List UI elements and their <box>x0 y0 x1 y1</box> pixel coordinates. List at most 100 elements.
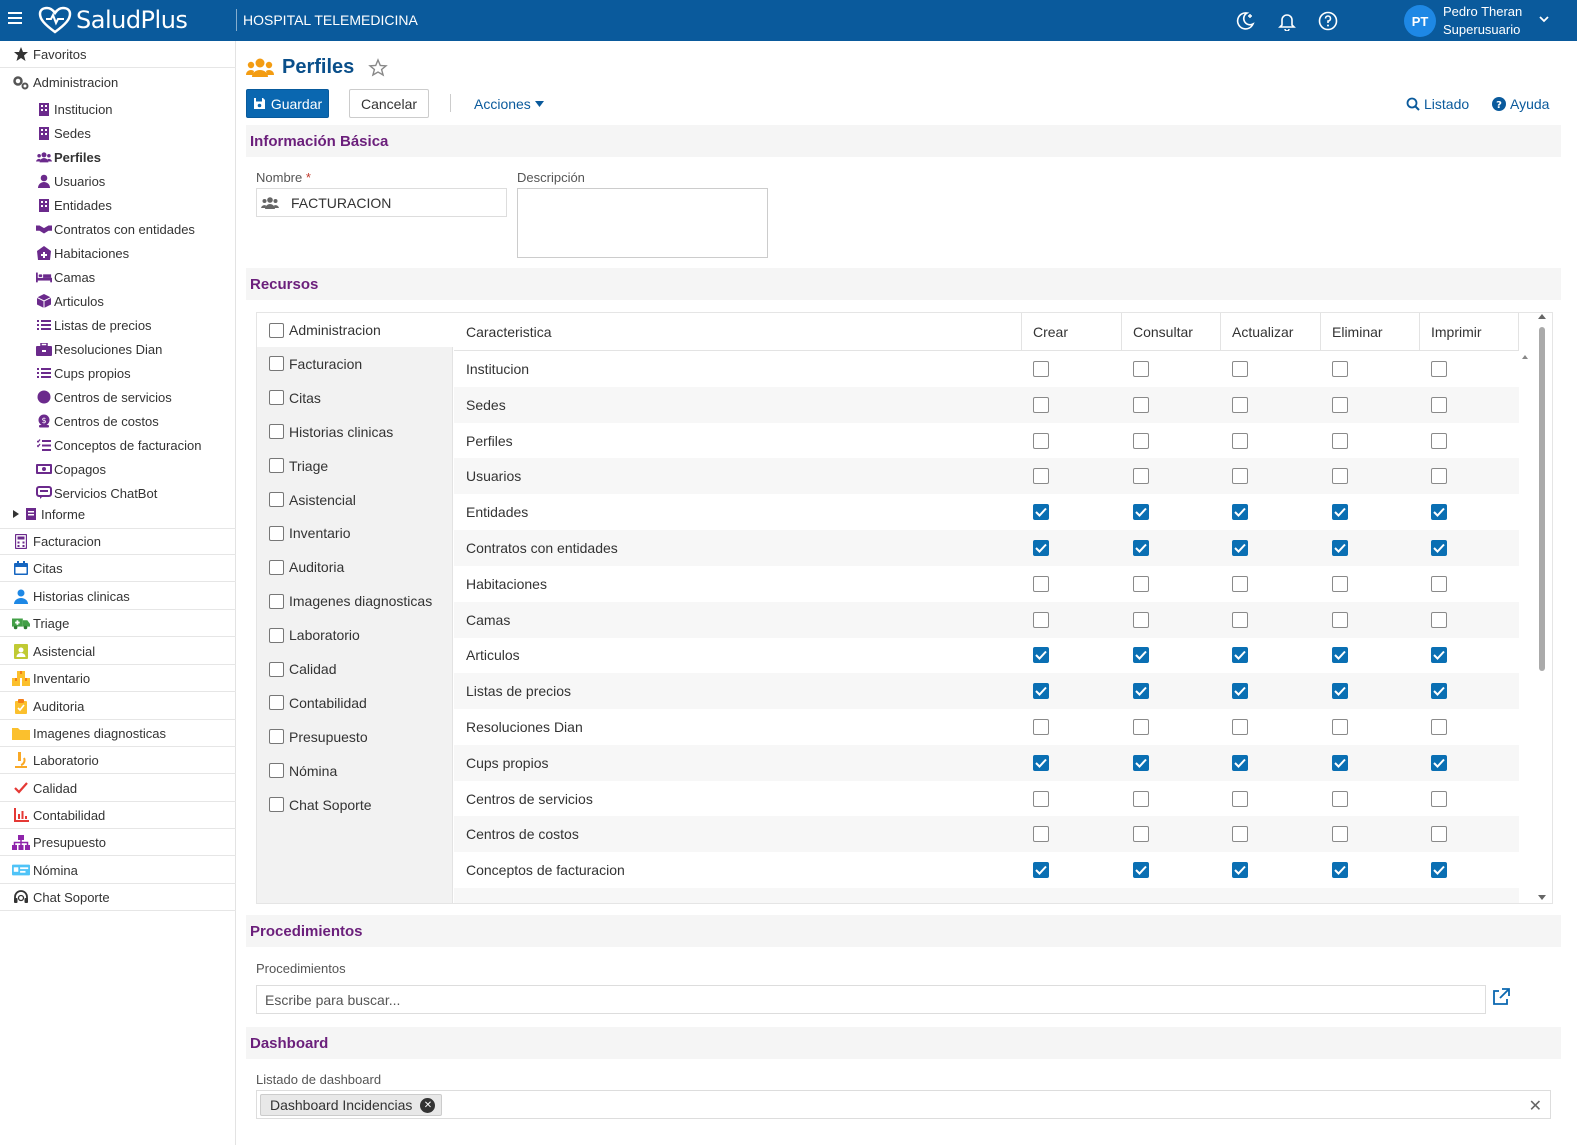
resources-scrollbar[interactable] <box>1536 311 1548 905</box>
sidebar-item-calidad[interactable]: Calidad <box>0 775 236 802</box>
module-checkbox-item[interactable]: Laboratorio <box>257 618 453 652</box>
module-checkbox-item[interactable]: Citas <box>257 381 453 415</box>
app-logo[interactable]: SaludPlus <box>38 5 188 35</box>
permission-checkbox[interactable] <box>1133 396 1149 413</box>
permission-checkbox[interactable] <box>1033 790 1049 807</box>
module-checkbox[interactable] <box>269 729 284 745</box>
permission-checkbox[interactable] <box>1232 826 1248 843</box>
permission-checkbox[interactable] <box>1033 468 1049 485</box>
permission-checkbox[interactable] <box>1332 826 1348 843</box>
permission-checkbox[interactable] <box>1133 862 1149 879</box>
sidebar-item-centros-de-costos[interactable]: $ Centros de costos <box>0 409 236 433</box>
name-field[interactable]: FACTURACION <box>256 188 507 217</box>
permission-checkbox[interactable] <box>1133 790 1149 807</box>
description-field[interactable] <box>517 188 768 258</box>
module-checkbox-item[interactable]: Triage <box>257 449 453 483</box>
permission-checkbox[interactable] <box>1133 719 1149 735</box>
permission-checkbox[interactable] <box>1431 504 1447 521</box>
sidebar-item-contratos-con-entidades[interactable]: Contratos con entidades <box>0 217 236 241</box>
sidebar-item-nómina[interactable]: Nómina <box>0 857 236 884</box>
sidebar-item-citas[interactable]: Citas <box>0 555 236 582</box>
sidebar-item-listas-de-precios[interactable]: Listas de precios <box>0 313 236 337</box>
remove-tag-icon[interactable]: ✕ <box>420 1097 436 1113</box>
sidebar-item-articulos[interactable]: Articulos <box>0 289 236 313</box>
sidebar-item-historias-clinicas[interactable]: Historias clinicas <box>0 583 236 610</box>
permission-checkbox[interactable] <box>1431 432 1447 449</box>
cancel-button[interactable]: Cancelar <box>349 89 429 118</box>
module-checkbox[interactable] <box>269 763 284 779</box>
module-checkbox-item[interactable]: Chat Soporte <box>257 788 453 822</box>
permission-checkbox[interactable] <box>1232 396 1248 413</box>
permission-checkbox[interactable] <box>1431 396 1447 413</box>
permission-checkbox[interactable] <box>1232 611 1248 628</box>
permission-checkbox[interactable] <box>1332 719 1348 735</box>
table-scrollbar[interactable] <box>1519 351 1531 903</box>
permission-checkbox[interactable] <box>1431 862 1447 879</box>
permission-checkbox[interactable] <box>1431 683 1447 700</box>
permission-checkbox[interactable] <box>1332 683 1348 700</box>
module-checkbox[interactable] <box>269 593 284 609</box>
module-checkbox[interactable] <box>269 458 284 474</box>
avatar[interactable]: PT <box>1404 5 1436 37</box>
permission-checkbox[interactable] <box>1232 862 1248 879</box>
module-checkbox-item[interactable]: Historias clinicas <box>257 415 453 449</box>
permission-checkbox[interactable] <box>1133 611 1149 628</box>
module-checkbox[interactable] <box>269 492 284 507</box>
external-link-icon[interactable] <box>1491 987 1511 1010</box>
permission-checkbox[interactable] <box>1033 754 1049 771</box>
module-checkbox-item[interactable]: Auditoria <box>257 550 453 584</box>
permission-checkbox[interactable] <box>1431 540 1447 556</box>
permission-checkbox[interactable] <box>1431 719 1447 735</box>
clear-icon[interactable]: ✕ <box>1528 1098 1542 1115</box>
module-checkbox-item[interactable]: Asistencial <box>257 483 453 517</box>
permission-checkbox[interactable] <box>1033 611 1049 628</box>
sidebar-item-copagos[interactable]: Copagos <box>0 457 236 481</box>
permission-checkbox[interactable] <box>1332 468 1348 485</box>
permission-checkbox[interactable] <box>1133 504 1149 521</box>
permission-checkbox[interactable] <box>1133 575 1149 592</box>
permission-checkbox[interactable] <box>1033 862 1049 879</box>
permission-checkbox[interactable] <box>1033 361 1049 377</box>
permission-checkbox[interactable] <box>1232 361 1248 377</box>
permission-checkbox[interactable] <box>1332 862 1348 879</box>
actions-dropdown[interactable]: Acciones <box>474 96 544 112</box>
permission-checkbox[interactable] <box>1232 647 1248 664</box>
user-info[interactable]: Pedro Theran Superusuario <box>1443 3 1522 39</box>
permission-checkbox[interactable] <box>1431 754 1447 771</box>
permission-checkbox[interactable] <box>1033 432 1049 449</box>
module-checkbox-item[interactable]: Contabilidad <box>257 686 453 720</box>
permission-checkbox[interactable] <box>1133 361 1149 377</box>
permission-checkbox[interactable] <box>1431 468 1447 485</box>
module-checkbox[interactable] <box>269 627 284 643</box>
permission-checkbox[interactable] <box>1431 826 1447 843</box>
module-checkbox-item[interactable]: Nómina <box>257 754 453 788</box>
sidebar-item-contabilidad[interactable]: Contabilidad <box>0 802 236 829</box>
sidebar-item-cups-propios[interactable]: Cups propios <box>0 361 236 385</box>
sidebar-item-centros-de-servicios[interactable]: Centros de servicios <box>0 385 236 409</box>
permission-checkbox[interactable] <box>1232 754 1248 771</box>
permission-checkbox[interactable] <box>1431 790 1447 807</box>
sidebar-item-facturacion[interactable]: Facturacion <box>0 528 236 555</box>
hamburger-menu-icon[interactable] <box>8 12 22 26</box>
module-checkbox-item[interactable]: Facturacion <box>257 347 453 381</box>
module-checkbox[interactable] <box>269 661 284 677</box>
procedures-search-input[interactable]: Escribe para buscar... <box>256 985 1486 1014</box>
sidebar-item-auditoria[interactable]: Auditoria <box>0 693 236 720</box>
permission-checkbox[interactable] <box>1133 754 1149 771</box>
permission-checkbox[interactable] <box>1232 468 1248 485</box>
permission-checkbox[interactable] <box>1332 432 1348 449</box>
permission-checkbox[interactable] <box>1033 504 1049 521</box>
module-checkbox[interactable] <box>269 390 284 406</box>
permission-checkbox[interactable] <box>1332 396 1348 413</box>
permission-checkbox[interactable] <box>1133 540 1149 556</box>
permission-checkbox[interactable] <box>1133 683 1149 700</box>
permission-checkbox[interactable] <box>1232 504 1248 521</box>
sidebar-item-favoritos[interactable]: Favoritos <box>0 41 236 68</box>
sidebar-item-entidades[interactable]: Entidades <box>0 193 236 217</box>
permission-checkbox[interactable] <box>1431 611 1447 628</box>
module-checkbox[interactable] <box>269 424 284 440</box>
bell-icon[interactable] <box>1276 10 1298 32</box>
permission-checkbox[interactable] <box>1033 719 1049 735</box>
sidebar-item-institucion[interactable]: Institucion <box>0 97 236 121</box>
sidebar-item-triage[interactable]: Triage <box>0 610 236 637</box>
